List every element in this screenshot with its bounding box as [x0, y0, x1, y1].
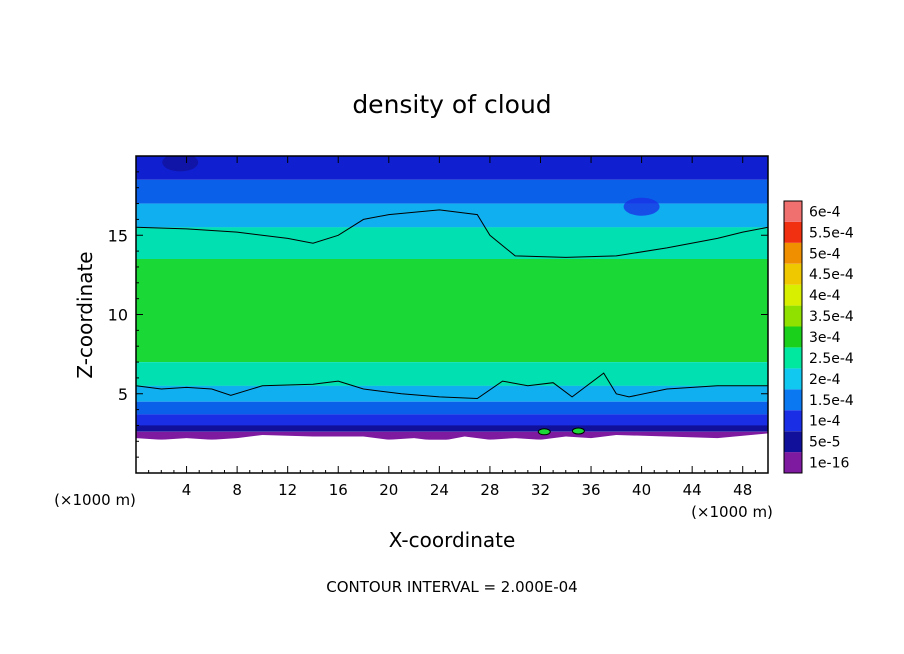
colorbar-label: 1e-16 [809, 456, 849, 472]
density-band [136, 425, 768, 432]
colorbar-swatch [784, 201, 802, 222]
colorbar-swatch [784, 431, 802, 453]
y-axis-label: Z-coordinate [73, 251, 97, 378]
density-bands [136, 156, 768, 473]
x-unit-left: (×1000 m) [54, 491, 136, 509]
colorbar-swatch [784, 452, 802, 473]
density-band [136, 401, 768, 415]
x-tick-label: 36 [581, 481, 600, 499]
colorbar-label: 4e-4 [809, 288, 841, 304]
colorbar-swatch [784, 326, 802, 348]
chart-title: density of cloud [352, 90, 551, 119]
x-tick-label: 24 [430, 481, 449, 499]
x-tick-label: 12 [278, 481, 297, 499]
colorbar-swatch [784, 284, 802, 306]
x-tick-label: 44 [683, 481, 702, 499]
x-axis-label: X-coordinate [389, 528, 516, 552]
colorbar-swatch [784, 347, 802, 369]
y-tick-label: 5 [118, 385, 128, 404]
colorbar-swatch [784, 368, 802, 390]
colorbar-label: 5.5e-4 [809, 225, 854, 241]
x-tick-label: 40 [632, 481, 651, 499]
colorbar-label: 4.5e-4 [809, 267, 854, 283]
density-band [136, 156, 768, 180]
x-axis-ticks: 4 8 12 16 20 24 28 32 36 40 44 48 [148, 156, 756, 499]
colorbar-label: 3e-4 [809, 330, 841, 346]
density-band [136, 203, 768, 228]
colorbar-label: 5e-5 [809, 435, 840, 451]
contour-lines [136, 209, 768, 400]
colorbar-label: 2e-4 [809, 372, 841, 388]
density-band [136, 259, 768, 362]
colorbar-frame [783, 200, 803, 474]
colorbar-swatch [784, 389, 802, 411]
x-tick-label: 20 [379, 481, 398, 499]
density-band [136, 385, 768, 402]
colorbar-label: 2.5e-4 [809, 351, 854, 367]
contour-upper [136, 209, 768, 258]
density-spot [162, 156, 199, 172]
x-tick-label: 32 [531, 481, 550, 499]
colorbar-swatch [784, 410, 802, 432]
x-tick-label: 8 [232, 481, 242, 499]
colorbar-label: 3.5e-4 [809, 309, 854, 325]
x-tick-label: 28 [480, 481, 499, 499]
colorbar-label: 1.5e-4 [809, 393, 854, 409]
colorbar-swatch [784, 242, 802, 264]
density-spot-high [571, 427, 585, 435]
contour-lower [136, 372, 768, 400]
colorbar: 1e-16 5e-5 1e-4 1.5e-4 2e-4 2.5e-4 3e-4 3.5e-4 4… [783, 200, 854, 474]
colorbar-label: 5e-4 [809, 246, 841, 262]
density-band [136, 414, 768, 426]
y-axis-ticks: 5 10 15 [108, 171, 768, 458]
x-unit-right: (×1000 m) [691, 503, 773, 521]
colorbar-label: 1e-4 [809, 414, 841, 430]
x-tick-label: 4 [182, 481, 192, 499]
colorbar-swatch [784, 305, 802, 327]
density-band [136, 362, 768, 386]
contour-interval-note: CONTOUR INTERVAL = 2.000E-04 [326, 578, 577, 596]
x-tick-label: 48 [733, 481, 752, 499]
density-spot [623, 197, 660, 216]
x-tick-label: 16 [329, 481, 348, 499]
density-spot-high [537, 428, 551, 436]
colorbar-swatch [784, 263, 802, 285]
below-cloud-base [136, 433, 768, 473]
density-band [136, 179, 768, 204]
colorbar-swatch [784, 221, 802, 243]
y-tick-label: 15 [108, 226, 128, 245]
density-band [136, 431, 768, 440]
colorbar-label: 6e-4 [809, 205, 841, 221]
y-tick-label: 10 [108, 306, 128, 325]
